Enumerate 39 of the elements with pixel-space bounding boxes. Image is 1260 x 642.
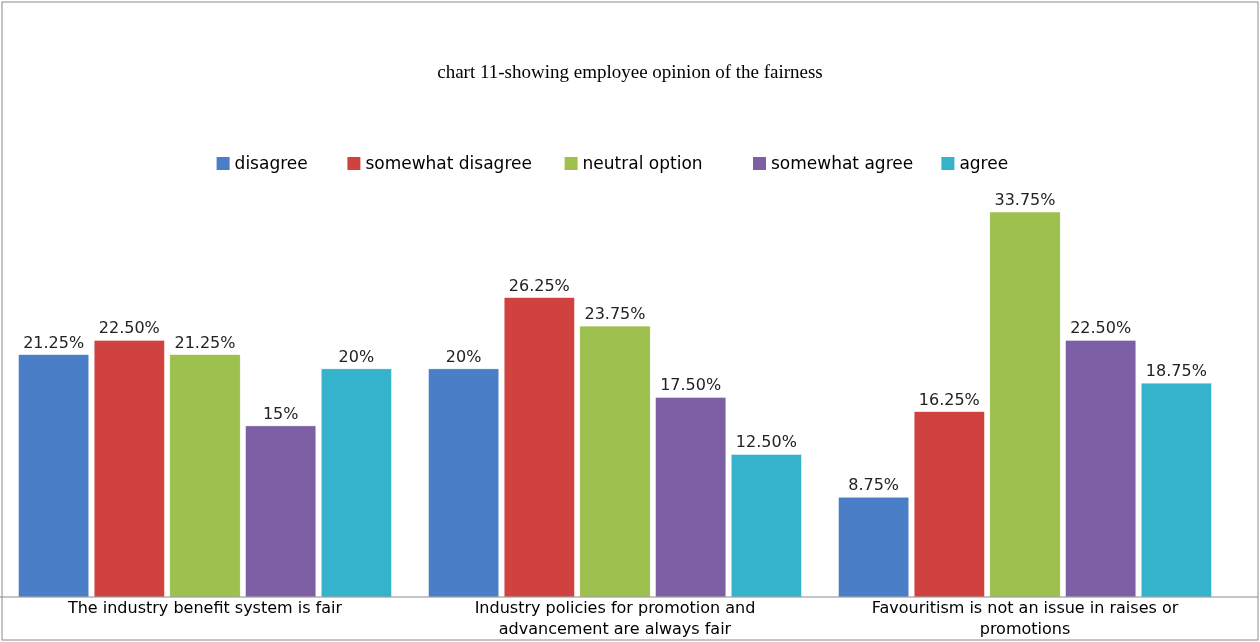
legend-label: somewhat disagree [365,153,532,173]
bar [503,297,575,598]
x-tick-label: The industry benefit system is fair [66,598,343,617]
data-label: 16.25% [918,389,980,409]
bar [1065,340,1137,598]
chart-title: chart 11-showing employee opinion of the fairness [437,61,823,82]
data-label: 22.50% [98,318,160,338]
x-tick-label: Favouritism is not an issue in raises or promotions [871,598,1179,638]
x-tick-label: Industry policies for promotion and advancement are always fair [474,598,756,638]
legend-label: disagree [234,153,308,173]
data-label: 15% [262,403,299,423]
data-label: 12.50% [735,432,797,452]
bar [245,425,317,598]
bar [1140,382,1212,598]
legend-label: neutral option [582,153,703,173]
data-label: 17.50% [660,375,722,395]
bar [93,340,165,598]
data-label: 26.25% [508,275,570,295]
bar [838,496,910,598]
data-label: 33.75% [994,190,1056,209]
bar [655,397,727,598]
data-label: 21.25% [23,332,85,352]
legend-label: agree [959,153,1009,173]
bar [18,354,90,598]
data-label: 20% [445,346,482,366]
data-label: 18.75% [1145,361,1207,381]
legend-label: somewhat agree [771,153,914,173]
bar [913,411,985,598]
data-label: 8.75% [848,475,900,495]
bar [428,368,500,598]
data-label: 23.75% [584,304,646,324]
bar [989,211,1061,598]
data-label: 21.25% [174,332,236,352]
data-label: 22.50% [1070,318,1132,338]
data-label: 20% [338,346,375,366]
bar [320,368,392,598]
bar [169,354,241,598]
bar [730,454,802,598]
bar [579,325,651,598]
